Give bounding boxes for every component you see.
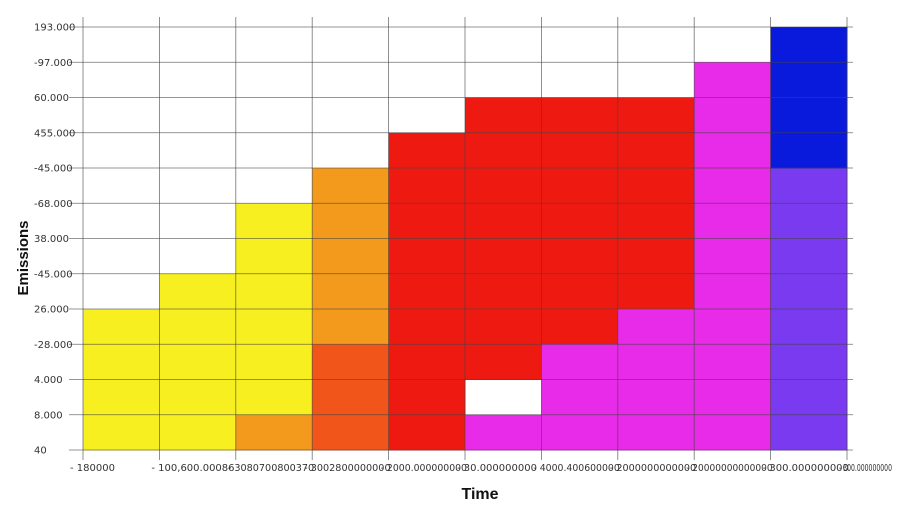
y-tick-label-3: -28.000 <box>34 340 73 351</box>
y-tick-label-10: 60.000 <box>34 93 69 104</box>
heatmap-cell-14 <box>694 62 772 451</box>
y-tick-label-1: 8.000 <box>34 410 63 421</box>
heatmap-cell-11 <box>465 414 542 451</box>
y-axis-label: Emissions <box>15 220 32 295</box>
x-tick-label-9: - 300.000000000 <box>763 463 849 474</box>
x-tick-label-4: - 2000.000000000 <box>381 463 467 474</box>
y-tick-label-12: 193.000 <box>34 23 75 34</box>
x-tick-label-5: - 30.000000000 <box>457 463 537 474</box>
y-tick-label-8: -45.000 <box>34 164 73 175</box>
x-tick-label-10: - 300.000000000 <box>839 463 892 474</box>
y-tick-label-0: 40 <box>34 446 47 457</box>
grid-layer <box>69 17 853 460</box>
y-tick-label-11: -97.000 <box>34 58 73 69</box>
x-axis-label: Time <box>461 486 498 503</box>
y-tick-label-2: 4.000 <box>34 375 63 386</box>
x-tick-label-7: - 2000000000000 <box>610 463 696 474</box>
x-tick-label-3: - 3002800000000 <box>304 463 390 474</box>
y-tick-label-6: 38.000 <box>34 234 69 245</box>
y-tick-label-4: 26.000 <box>34 305 69 316</box>
y-tick-label-7: -68.000 <box>34 199 73 210</box>
x-tick-layer: - 180000- 100,600.00086- 3080700800370- … <box>70 463 892 474</box>
x-tick-label-1: - 100,600.00086 <box>151 463 234 474</box>
heatmap-cell-6 <box>312 414 390 451</box>
y-tick-label-5: -45.000 <box>34 269 73 280</box>
heatmap-cell-1 <box>159 273 237 451</box>
y-tick-label-9: 455.000 <box>34 128 75 139</box>
x-tick-label-0: - 180000 <box>70 463 115 474</box>
heatmap-cell-9 <box>541 97 619 345</box>
x-tick-label-6: - 4000.400600000 <box>533 463 619 474</box>
heatmap-cell-12 <box>541 344 619 451</box>
heatmap-cell-7 <box>388 132 466 451</box>
x-tick-label-2: - 3080700800370 <box>228 463 314 474</box>
x-tick-label-8: - 20000000000000 <box>686 463 772 474</box>
heatmap-cell-3 <box>235 414 313 451</box>
y-tick-layer: 40 8.000 4.000 -28.000 26.000 -45.000 38.000 -6… <box>34 23 75 457</box>
